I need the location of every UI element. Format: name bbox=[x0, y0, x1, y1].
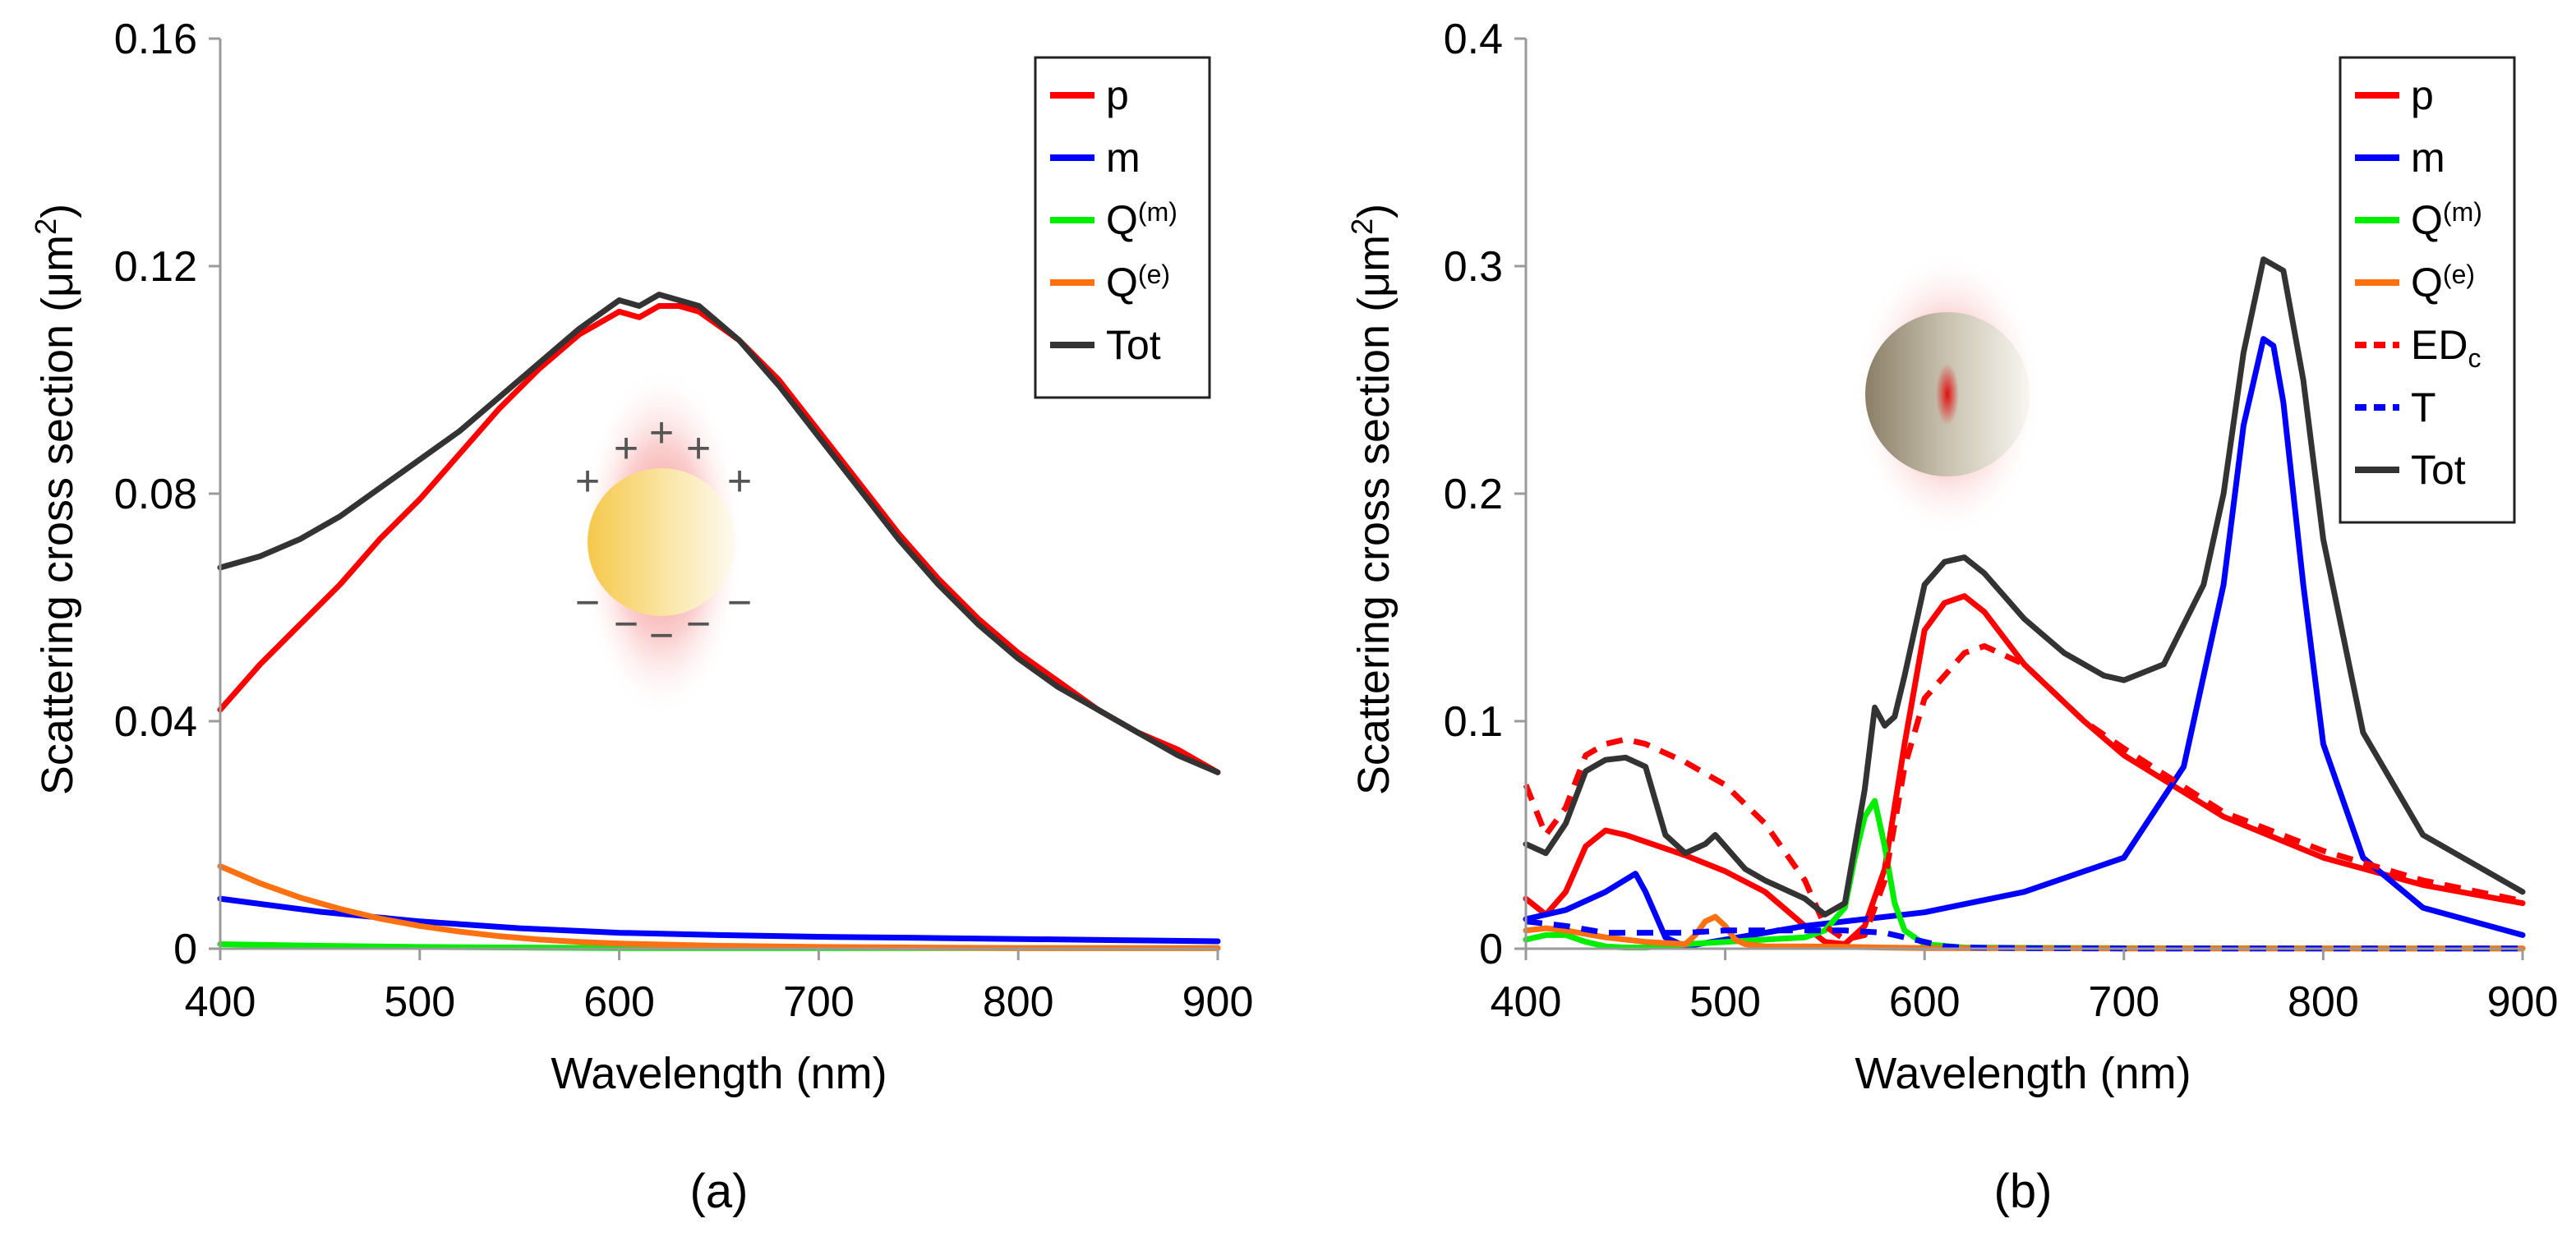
x-tick-label: 500 bbox=[384, 978, 455, 1026]
panel-caption: (a) bbox=[690, 1165, 749, 1218]
legend-box bbox=[1034, 56, 1211, 399]
y-axis-label: Scattering cross section (μm2) bbox=[29, 204, 82, 795]
series-line-m bbox=[217, 895, 1221, 945]
series-line-qm bbox=[1523, 798, 2526, 952]
y-tick-label: 0.04 bbox=[114, 698, 197, 746]
dipole-sphere-inset: + + + + + − − − − − bbox=[575, 366, 752, 719]
panel-caption: (b) bbox=[1994, 1165, 2053, 1218]
plus-charge: + bbox=[649, 409, 674, 457]
y-tick-label: 0.12 bbox=[114, 243, 197, 291]
y-label-sup: 2 bbox=[1345, 218, 1379, 235]
y-tick-label: 0.2 bbox=[1444, 471, 1503, 518]
minus-charge: − bbox=[575, 579, 600, 627]
plus-charge: + bbox=[614, 425, 638, 472]
legend-box bbox=[2339, 56, 2516, 524]
legend-label: m bbox=[2411, 135, 2445, 181]
panel-b: 0 0.1 0.2 0.3 0.4 400 500 600 700 800 900 pm Q(m) Q(… bbox=[1345, 16, 2558, 1218]
x-tick-label: 800 bbox=[983, 978, 1054, 1026]
series-line-tot bbox=[217, 292, 1221, 775]
x-tick-label: 500 bbox=[1689, 978, 1761, 1026]
minus-charge: − bbox=[686, 600, 711, 648]
y-tick-label: 0 bbox=[1479, 926, 1503, 973]
x-tick-label: 400 bbox=[185, 978, 256, 1026]
legend-label: Q(e) bbox=[1106, 260, 1170, 306]
legend: pm Q(m) Q(e) Tot bbox=[1034, 56, 1211, 399]
legend: pm Q(m) Q(e) EDc T Tot bbox=[2339, 56, 2516, 524]
y-axis-label: Scattering cross section (μm2) bbox=[1345, 204, 1399, 795]
minus-charge: − bbox=[614, 600, 638, 648]
y-label-sup: 2 bbox=[29, 218, 62, 235]
y-tick-label: 0.1 bbox=[1444, 698, 1503, 746]
minus-charge: − bbox=[727, 579, 752, 627]
series-line-m bbox=[1523, 336, 2526, 950]
plus-charge: + bbox=[575, 458, 600, 505]
plus-charge: + bbox=[727, 458, 752, 505]
plus-charge: + bbox=[686, 425, 711, 472]
hotspot-sphere-inset bbox=[1853, 251, 2042, 538]
legend-label: p bbox=[1106, 72, 1129, 118]
y-tick-label: 0 bbox=[173, 926, 197, 973]
axes: 0 0.1 0.2 0.3 0.4 400 500 600 700 800 900 bbox=[1444, 16, 2559, 1026]
plus-charges: + + + + + bbox=[575, 409, 752, 505]
y-tick-label: 0.4 bbox=[1444, 16, 1503, 63]
panel-a: + + + + + − − − − − 0 0.04 0.08 0.12 0.16 400… bbox=[29, 16, 1253, 1218]
x-tick-label: 900 bbox=[1182, 978, 1254, 1026]
y-label-end: ) bbox=[1349, 204, 1399, 218]
minus-charge: − bbox=[649, 612, 674, 660]
hotspot bbox=[1936, 363, 1959, 425]
x-tick-label: 600 bbox=[583, 978, 655, 1026]
x-axis-label: Wavelength (nm) bbox=[1855, 1049, 2191, 1098]
x-tick-label: 900 bbox=[2487, 978, 2559, 1026]
y-tick-label: 0.16 bbox=[114, 16, 197, 63]
x-tick-label: 700 bbox=[2088, 978, 2159, 1026]
y-label-end: ) bbox=[33, 204, 82, 218]
legend-label: Tot bbox=[2411, 447, 2466, 493]
x-axis-label: Wavelength (nm) bbox=[551, 1049, 887, 1098]
y-label-main: Scattering cross section (μm bbox=[33, 235, 82, 795]
series-line-qe bbox=[217, 863, 1221, 951]
minus-charges: − − − − − bbox=[575, 579, 752, 660]
y-tick-label: 0.3 bbox=[1444, 243, 1503, 291]
series-line-p bbox=[217, 303, 1221, 775]
series-group bbox=[1523, 256, 2526, 952]
legend-label: Q(m) bbox=[2411, 197, 2482, 243]
series-line-edc bbox=[1523, 643, 2523, 943]
gold-sphere bbox=[588, 468, 735, 616]
legend-label: EDc bbox=[2411, 322, 2481, 373]
x-tick-label: 800 bbox=[2288, 978, 2359, 1026]
legend-label: Q(e) bbox=[2411, 260, 2475, 306]
series-line-p bbox=[1523, 593, 2526, 947]
series-line-tot bbox=[1523, 256, 2526, 917]
x-tick-label: 700 bbox=[783, 978, 855, 1026]
legend-label: Q(m) bbox=[1106, 197, 1177, 243]
legend-label: Tot bbox=[1106, 322, 1161, 368]
x-tick-label: 600 bbox=[1889, 978, 1961, 1026]
legend-label: T bbox=[2411, 384, 2436, 430]
y-tick-label: 0.08 bbox=[114, 471, 197, 518]
legend-label: m bbox=[1106, 135, 1141, 181]
y-label-main: Scattering cross section (μm bbox=[1349, 235, 1399, 795]
axes: 0 0.04 0.08 0.12 0.16 400 500 600 700 800 900 bbox=[114, 16, 1254, 1026]
x-tick-label: 400 bbox=[1491, 978, 1562, 1026]
legend-label: p bbox=[2411, 72, 2434, 118]
